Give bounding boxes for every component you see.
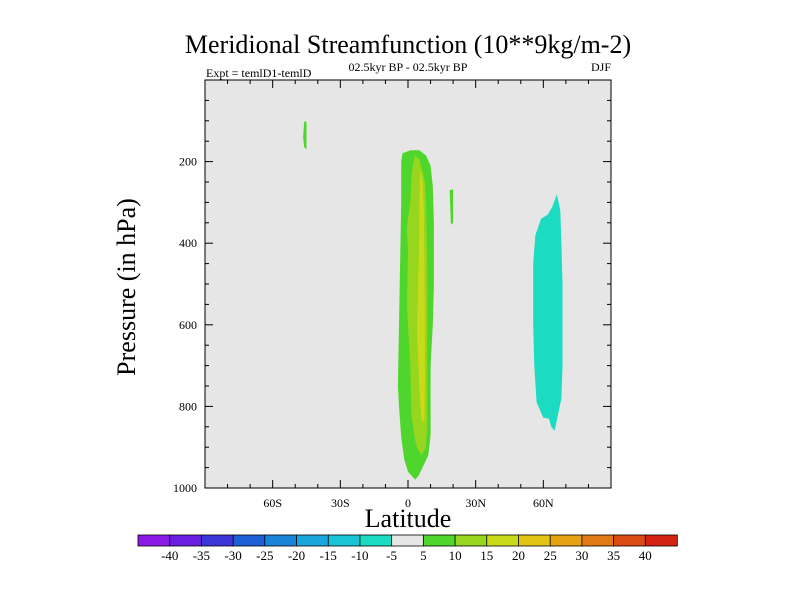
colorbar-level-label: 20 — [512, 548, 525, 563]
colorbar-swatch — [327, 534, 361, 547]
colorbar-swatch — [391, 534, 425, 547]
x-tick-label: 60S — [263, 496, 282, 510]
plot-area: 60S 30S 0 30N 60N 200 400 600 800 1000 — [173, 79, 612, 510]
x-tick-label: 30N — [465, 496, 486, 510]
x-tick-label: 60N — [533, 496, 554, 510]
colorbar-swatch — [454, 534, 488, 547]
colorbar: -40 -35 -30 -25 -20 -15 -10 -5 5 10 15 20 25 30 35 40 — [137, 534, 678, 563]
y-axis-title: Pressure (in hPa) — [112, 198, 141, 376]
colorbar-swatch — [486, 534, 520, 547]
colorbar-level-label: 10 — [449, 548, 462, 563]
y-tick-label: 200 — [179, 155, 197, 169]
contour-region-positive-5-10-subtropics-north — [449, 189, 454, 225]
y-tick-label: 400 — [179, 236, 197, 250]
chart-title: Meridional Streamfunction (10**9kg/m-2) — [185, 30, 631, 59]
colorbar-level-label: -35 — [193, 548, 210, 563]
contour-region-positive-15-20-core — [417, 169, 425, 423]
colorbar-swatch — [137, 534, 171, 547]
colorbar-swatch — [264, 534, 298, 547]
colorbar-level-label: -15 — [320, 548, 337, 563]
colorbar-swatch — [232, 534, 266, 547]
colorbar-level-label: 40 — [639, 548, 652, 563]
colorbar-swatch — [581, 534, 615, 547]
colorbar-swatch — [201, 534, 234, 547]
x-tick-label: 30S — [331, 496, 350, 510]
colorbar-swatch — [644, 534, 678, 547]
colorbar-level-label: 30 — [575, 548, 588, 563]
y-tick-label: 600 — [179, 318, 197, 332]
colorbar-level-label: 15 — [480, 548, 493, 563]
colorbar-level-label: 5 — [420, 548, 427, 563]
colorbar-level-label: -25 — [256, 548, 273, 563]
contour-region-negative-5-10-north — [533, 194, 563, 431]
colorbar-swatch — [359, 534, 393, 547]
x-axis-title: Latitude — [365, 504, 452, 533]
colorbar-swatch — [549, 534, 583, 547]
colorbar-level-label: -10 — [351, 548, 368, 563]
colorbar-level-label: 35 — [607, 548, 620, 563]
colorbar-level-label: -5 — [386, 548, 397, 563]
colorbar-level-label: -40 — [161, 548, 178, 563]
right-label: DJF — [591, 60, 611, 74]
colorbar-level-label: 25 — [544, 548, 557, 563]
contour-region-positive-5-10-upper-south — [303, 121, 307, 150]
chart-subtitle: 02.5kyr BP - 02.5kyr BP — [349, 60, 468, 74]
colorbar-level-label: -30 — [224, 548, 241, 563]
colorbar-swatch — [518, 534, 551, 547]
colorbar-level-label: -20 — [288, 548, 305, 563]
y-tick-label: 1000 — [173, 481, 197, 495]
left-label: Expt = temlD1-temlD — [206, 66, 312, 80]
colorbar-swatch — [422, 534, 456, 547]
colorbar-swatch — [613, 534, 647, 547]
colorbar-swatch — [296, 534, 329, 547]
y-tick-label: 800 — [179, 399, 197, 413]
x-tick-label: 0 — [405, 496, 411, 510]
colorbar-swatch — [169, 534, 203, 547]
